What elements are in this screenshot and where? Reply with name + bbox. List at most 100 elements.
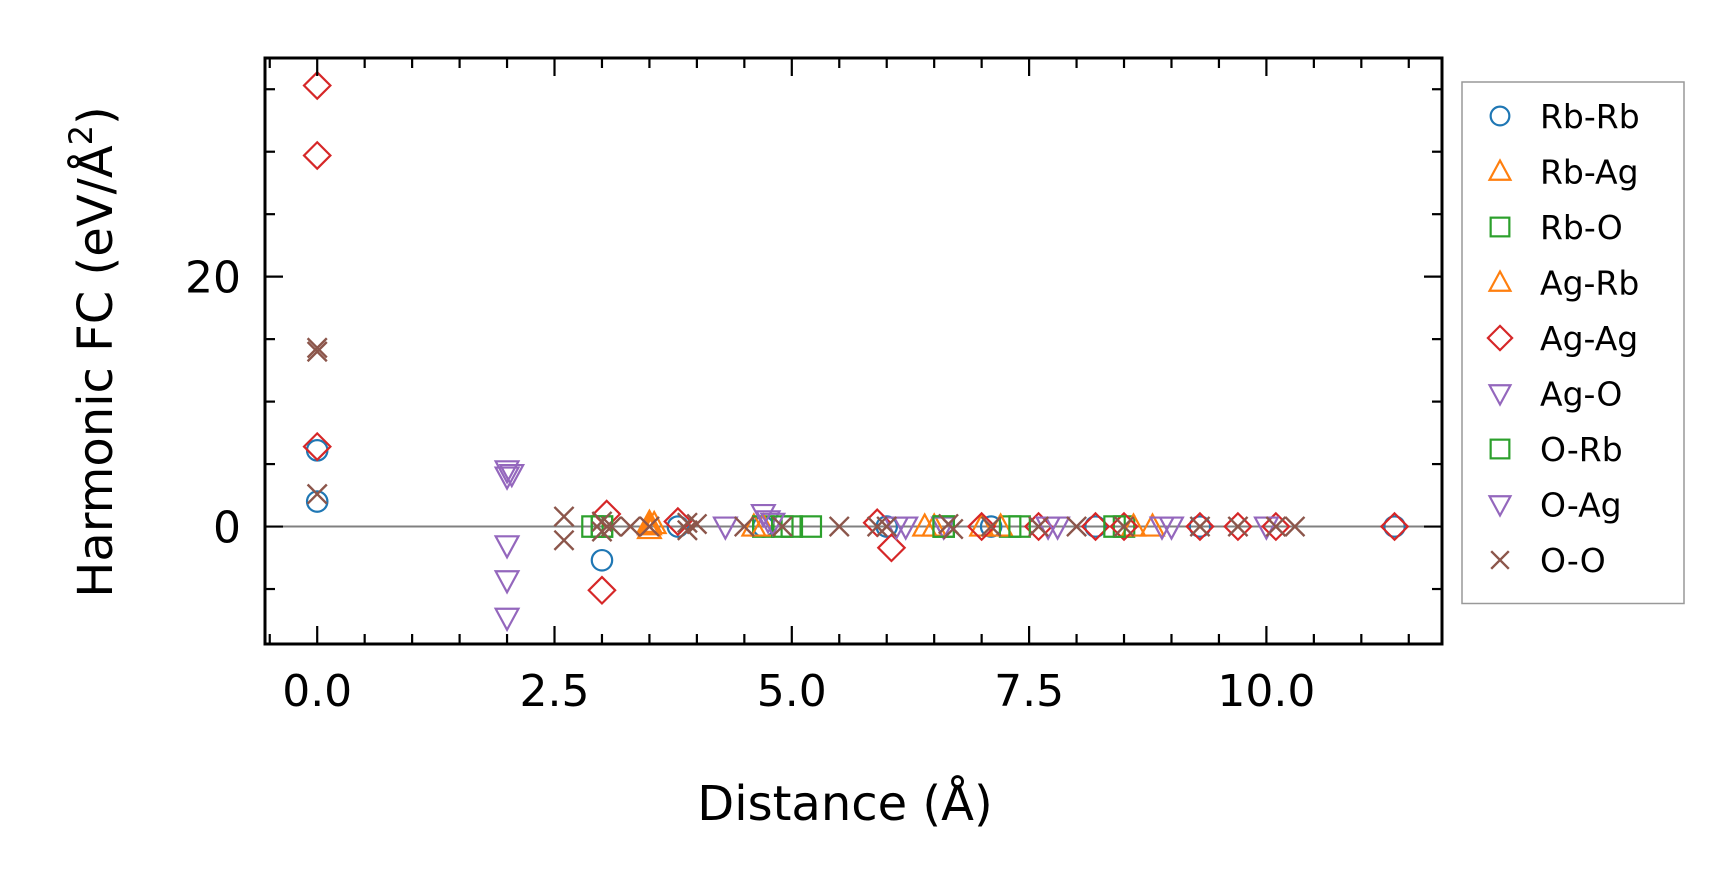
plot-frame [263, 56, 1444, 646]
data-point [636, 510, 663, 536]
x-axis-title: Distance (Å) [697, 775, 992, 832]
data-point [1227, 516, 1249, 537]
y-tick-label: 20 [185, 253, 241, 304]
data-point [712, 516, 739, 541]
data-point [640, 509, 668, 535]
data-point [911, 512, 938, 537]
data-point [636, 514, 663, 540]
data-point [866, 516, 888, 537]
data-point [799, 515, 823, 538]
data-point [1044, 516, 1071, 541]
legend-marker-o-rb [1489, 438, 1511, 460]
data-point [750, 512, 777, 537]
data-point [306, 337, 328, 359]
data-point [750, 503, 777, 529]
data-point [676, 519, 698, 541]
data-point [1148, 516, 1176, 541]
y-axis-title-close: ) [68, 106, 124, 125]
data-point [1028, 516, 1050, 537]
data-point [771, 516, 793, 537]
data-point [1185, 511, 1215, 542]
data-point [601, 516, 622, 537]
x-tick-label: 10.0 [1217, 666, 1315, 717]
data-point [1261, 511, 1291, 542]
data-point [493, 460, 521, 485]
data-point [876, 516, 898, 537]
legend-label: Rb-Rb [1540, 97, 1640, 136]
data-point [1113, 516, 1135, 537]
data-point [686, 513, 708, 535]
legend-marker-ag-o [1487, 384, 1513, 407]
data-point [1284, 516, 1306, 537]
legend-marker-o-o [1490, 550, 1510, 570]
data-point [828, 516, 850, 537]
legend-label: Ag-O [1540, 375, 1622, 414]
data-point [979, 515, 1003, 538]
series-ag-o [493, 460, 1280, 633]
legend-label: O-O [1540, 541, 1606, 580]
data-point [666, 515, 690, 538]
data-point [663, 506, 693, 537]
data-point [754, 510, 782, 535]
data-point [553, 529, 575, 551]
legend-marker-rb-ag [1487, 158, 1513, 181]
data-point [493, 607, 521, 633]
data-point [1066, 516, 1088, 537]
data-point [619, 516, 641, 537]
y-axis: 0 20 [185, 88, 1442, 591]
legend-label: Ag-Rb [1540, 264, 1639, 303]
data-point [553, 506, 575, 528]
legend-box [1461, 81, 1685, 605]
data-point [1188, 515, 1212, 538]
data-point [1008, 515, 1031, 538]
data-point [587, 575, 617, 606]
data-point [590, 548, 614, 572]
x-tick-label: 7.5 [994, 666, 1064, 717]
data-point [930, 516, 957, 541]
data-point [302, 140, 332, 171]
legend-label: O-Rb [1540, 430, 1623, 469]
data-point [733, 516, 755, 537]
data-point [493, 535, 521, 560]
data-point [1109, 511, 1139, 542]
legend-marker-rb-rb [1489, 105, 1511, 127]
y-tick-label: 0 [213, 503, 241, 554]
x-tick-label: 0.0 [282, 666, 352, 717]
data-point [932, 515, 955, 538]
data-point [306, 483, 328, 505]
x-axis: 0.0 2.5 5.0 7.5 10.0 [268, 58, 1410, 717]
data-point [676, 512, 698, 534]
y-axis-title-superscript: 2 [62, 125, 100, 145]
data-point [302, 431, 332, 462]
data-point [1379, 511, 1410, 542]
data-point [966, 511, 997, 542]
data-point [980, 516, 1002, 537]
y-axis-title: Harmonic FC (eV/Å2) [62, 106, 124, 598]
data-point [942, 518, 964, 540]
data-point [876, 533, 907, 563]
legend: Rb-Rb Rb-Ag Rb-O Ag-Rb Ag-Ag Ag-O O-Rb O-Ag O-O [1461, 81, 1685, 605]
legend-label: Rb-O [1540, 208, 1623, 247]
data-point [498, 463, 526, 489]
legend-label: O-Ag [1540, 486, 1622, 525]
legend-label: Ag-Ag [1540, 319, 1638, 358]
data-point [493, 466, 521, 491]
data-point [305, 439, 329, 462]
data-point [638, 516, 660, 537]
data-point [302, 70, 332, 101]
data-point [1084, 515, 1107, 538]
legend-label: Rb-Ag [1540, 153, 1639, 192]
legend-marker-o-ag [1487, 495, 1513, 518]
data-point [1139, 512, 1166, 537]
data-point [1265, 516, 1287, 537]
data-point [305, 490, 329, 513]
series-rb-rb [305, 439, 1406, 572]
x-tick-label: 5.0 [757, 666, 827, 717]
x-tick-label: 2.5 [520, 666, 590, 717]
legend-marker-ag-rb [1487, 269, 1513, 292]
y-axis-title-main: Harmonic FC (eV/Å [67, 145, 124, 598]
series-o-o [306, 337, 1306, 551]
data-point [1383, 515, 1406, 538]
legend-marker-ag-ag [1486, 324, 1514, 352]
